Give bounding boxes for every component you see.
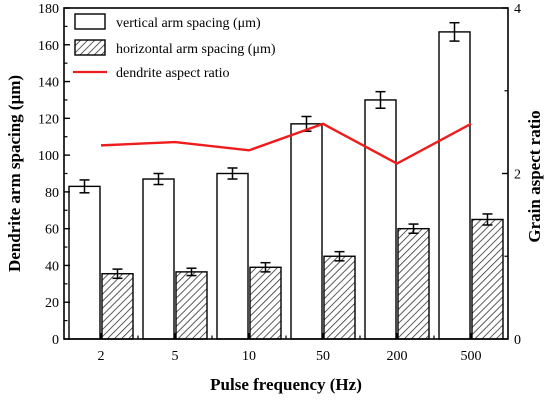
error-bar-horizontal-200 — [408, 223, 419, 235]
error-bar-vertical-2 — [79, 179, 90, 194]
bar-horizontal-500 — [471, 218, 504, 340]
left-tick-label-60: 60 — [45, 223, 59, 238]
right-tick-label-2: 2 — [514, 168, 521, 183]
x-tick-label-2: 2 — [98, 349, 105, 364]
y-axis-label: Dendrite arm spacing (μm) — [5, 75, 24, 272]
error-bar-horizontal-500 — [482, 213, 493, 226]
legend-swatch-horizontal — [74, 39, 106, 56]
error-bar-vertical-200 — [375, 90, 386, 109]
x-tick-label-10: 10 — [242, 349, 256, 364]
legend-label-vertical: vertical arm spacing (μm) — [116, 16, 261, 31]
right-axis-ticks: 0 2 4 — [502, 2, 521, 348]
error-bar-horizontal-5 — [186, 267, 197, 277]
y2-axis-label: Grain aspect ratio — [525, 110, 544, 242]
left-tick-label-100: 100 — [38, 149, 59, 164]
error-bar-vertical-5 — [153, 172, 164, 186]
left-tick-label-80: 80 — [45, 186, 59, 201]
error-bar-vertical-10 — [227, 167, 238, 180]
left-tick-label-0: 0 — [52, 333, 59, 348]
left-tick-label-180: 180 — [38, 2, 59, 17]
left-tick-label-20: 20 — [45, 296, 59, 311]
bar-horizontal-200 — [397, 227, 430, 340]
x-tick-label-5: 5 — [172, 349, 179, 364]
bar-vertical-200 — [364, 99, 397, 340]
line-layer — [100, 122, 472, 165]
legend: vertical arm spacing (μm) horizontal arm… — [73, 13, 276, 81]
bar-vertical-5 — [142, 178, 175, 340]
x-axis-label: Pulse frequency (Hz) — [210, 375, 362, 394]
error-bar-vertical-500 — [449, 21, 460, 42]
legend-label-horizontal: horizontal arm spacing (μm) — [116, 42, 276, 57]
bar-vertical-50 — [290, 123, 323, 340]
left-axis-ticks: 0 20 40 60 80 100 120 140 160 180 — [38, 2, 70, 348]
bar-horizontal-5 — [175, 271, 208, 340]
bar-horizontal-10 — [249, 266, 282, 340]
error-bar-horizontal-10 — [260, 261, 271, 273]
right-tick-label-4: 4 — [514, 2, 521, 17]
left-tick-label-160: 160 — [38, 39, 59, 54]
bar-vertical-500 — [438, 31, 471, 340]
x-tick-label-500: 500 — [461, 349, 482, 364]
x-tick-label-200: 200 — [387, 349, 408, 364]
legend-swatch-vertical — [74, 13, 106, 30]
bar-vertical-10 — [216, 172, 249, 340]
error-bar-horizontal-50 — [334, 250, 345, 262]
bars-layer — [68, 21, 504, 340]
bar-horizontal-2 — [101, 273, 134, 340]
bar-vertical-2 — [68, 185, 101, 340]
error-bar-horizontal-2 — [112, 268, 123, 280]
left-tick-label-120: 120 — [38, 112, 59, 127]
left-tick-label-40: 40 — [45, 259, 59, 274]
left-tick-label-140: 140 — [38, 76, 59, 91]
aspect-ratio-line — [100, 122, 472, 165]
x-tick-label-50: 50 — [316, 349, 330, 364]
right-tick-label-0: 0 — [514, 333, 521, 348]
legend-label-aspect-ratio: dendrite aspect ratio — [116, 66, 230, 81]
x-axis-ticks: 2 5 10 50 200 500 — [98, 333, 482, 364]
bar-horizontal-50 — [323, 255, 356, 340]
